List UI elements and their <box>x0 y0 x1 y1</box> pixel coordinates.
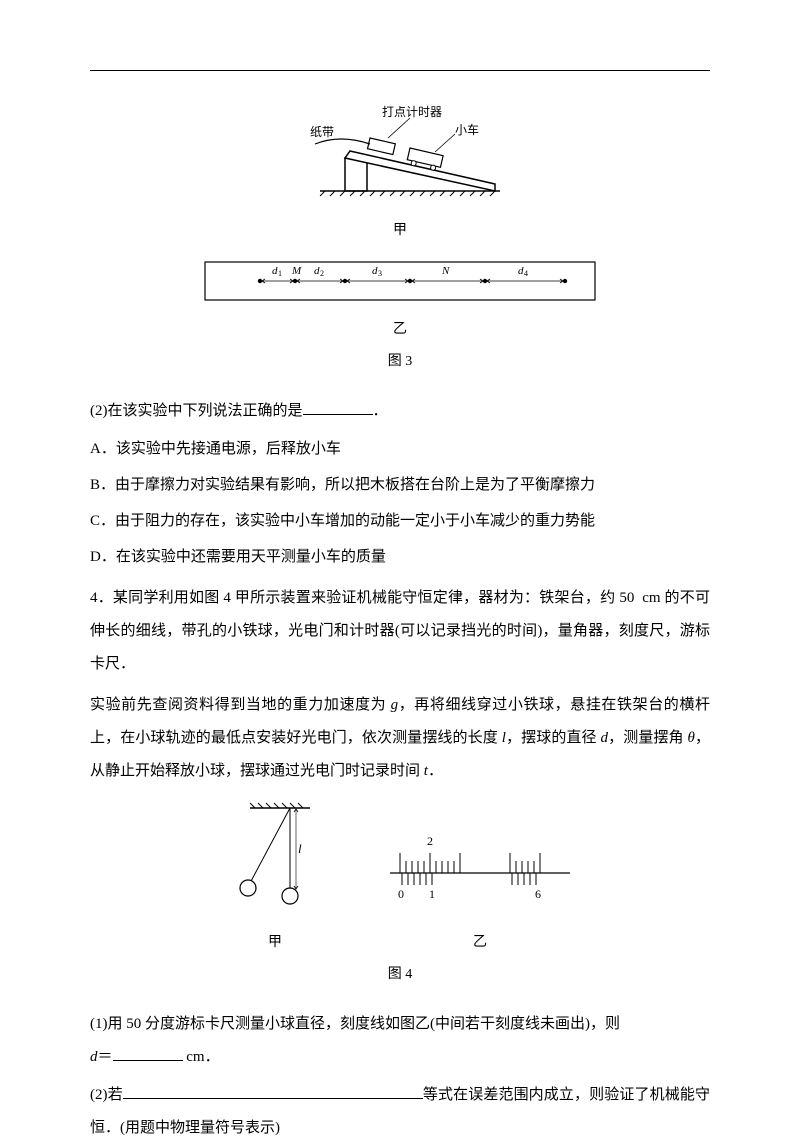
figure-4-left-sub: 甲 <box>220 931 330 951</box>
option-D: D．在该实验中还需要用天平测量小车的质量 <box>90 541 710 574</box>
q4-sub2-blank <box>123 1083 423 1100</box>
option-A: A．该实验中先接通电源，后释放小车 <box>90 433 710 466</box>
figure-3-top-diagram: 纸带 打点计时器 小车 甲 <box>270 96 530 239</box>
svg-text:1: 1 <box>278 269 282 278</box>
tape-label: 纸带 <box>310 125 334 139</box>
figure-4-left: l 甲 <box>220 798 330 951</box>
q4-sub1-line2: d＝ cm． <box>90 1041 710 1074</box>
q4-sub2-prefix: (2)若 <box>90 1087 123 1103</box>
figure-3-caption: 图 3 <box>90 350 710 370</box>
q4-sub1-prefix: (1)用 50 分度游标卡尺测量小球直径，刻度线如图乙(中间若干刻度线未画出)，… <box>90 1016 620 1032</box>
figure-3-strip-sub: 乙 <box>200 318 600 338</box>
cart-label: 小车 <box>455 122 479 137</box>
q2-stem-line: (2)在该实验中下列说法正确的是 ． <box>90 395 710 428</box>
svg-text:6: 6 <box>535 887 541 901</box>
svg-text:l: l <box>298 841 302 856</box>
svg-text:2: 2 <box>320 269 324 278</box>
page-top-rule <box>90 70 710 71</box>
figure-4-right: 2 0 1 6 乙 <box>380 823 580 951</box>
figure-3-top-sub: 甲 <box>270 219 530 239</box>
q2-stem: (2)在该实验中下列说法正确的是 <box>90 403 303 419</box>
figure-3-block: 纸带 打点计时器 小车 甲 <box>90 96 710 370</box>
option-C: C．由于阻力的存在，该实验中小车增加的动能一定小于小车减少的重力势能 <box>90 505 710 538</box>
q2-blank <box>303 399 373 416</box>
svg-text:4: 4 <box>524 269 528 278</box>
svg-text:1: 1 <box>429 887 435 901</box>
q4-sub1-unit: cm． <box>183 1049 220 1065</box>
figure-4-right-sub: 乙 <box>380 931 580 951</box>
timer-label: 打点计时器 <box>382 105 442 119</box>
svg-text:2: 2 <box>427 834 433 848</box>
q4-sub1-blank <box>113 1045 183 1062</box>
svg-text:M: M <box>291 265 302 277</box>
figure-3-strip-diagram: d 1 M d 2 d 3 N d 4 乙 <box>200 257 600 338</box>
svg-text:3: 3 <box>378 269 382 278</box>
svg-text:0: 0 <box>398 887 404 901</box>
q4-body: 实验前先查阅资料得到当地的重力加速度为 g，再将细线穿过小铁球，悬挂在铁架台的横… <box>90 689 710 788</box>
q4-sub1: (1)用 50 分度游标卡尺测量小球直径，刻度线如图乙(中间若干刻度线未画出)，… <box>90 1008 710 1041</box>
option-B: B．由于摩擦力对实验结果有影响，所以把木板搭在台阶上是为了平衡摩擦力 <box>90 469 710 502</box>
q2-tail: ． <box>373 403 388 419</box>
svg-text:N: N <box>441 265 450 277</box>
q4-sub2: (2)若等式在误差范围内成立，则验证了机械能守恒．(用题中物理量符号表示) <box>90 1079 710 1145</box>
q4-intro: 4．某同学利用如图 4 甲所示装置来验证机械能守恒定律，器材为：铁架台，约 50… <box>90 582 710 681</box>
figure-4-caption: 图 4 <box>90 963 710 983</box>
figure-4-block: l 甲 <box>90 798 710 983</box>
